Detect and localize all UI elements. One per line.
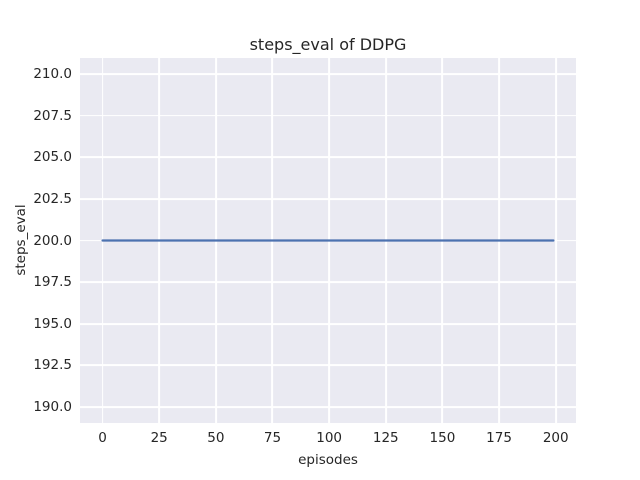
y-tick-label: 207.5 [33,107,72,124]
y-gridline [80,114,576,117]
y-gridline [80,197,576,200]
x-tick-label: 150 [429,430,456,446]
x-tick-label: 100 [316,430,343,446]
x-tick-label: 200 [542,430,569,446]
y-gridline [80,364,576,367]
y-tick-label: 195.0 [33,315,72,332]
x-tick-label: 0 [98,430,107,446]
chart-title: steps_eval of DDPG [249,35,407,54]
y-tick-label: 210.0 [33,65,72,82]
y-tick-label: 190.0 [33,399,72,415]
y-gridline [80,322,576,325]
y-gridline [80,281,576,284]
y-gridline [80,73,576,75]
x-tick-label: 125 [372,430,399,446]
y-gridline [80,156,576,159]
x-axis-label: episodes [298,452,358,468]
y-tick-label: 192.5 [33,357,72,374]
x-tick-label: 50 [207,430,225,446]
x-tick-label: 25 [150,430,168,446]
plot-area [80,58,576,423]
y-tick-label: 200.0 [33,232,72,249]
x-tick-label: 175 [486,430,512,446]
x-tick-label: 75 [263,430,282,446]
y-gridline [80,406,576,408]
y-tick-label: 205.0 [33,149,72,166]
y-tick-label: 202.5 [33,190,72,207]
line-layer [101,239,555,242]
y-tick-label: 197.5 [33,274,72,291]
